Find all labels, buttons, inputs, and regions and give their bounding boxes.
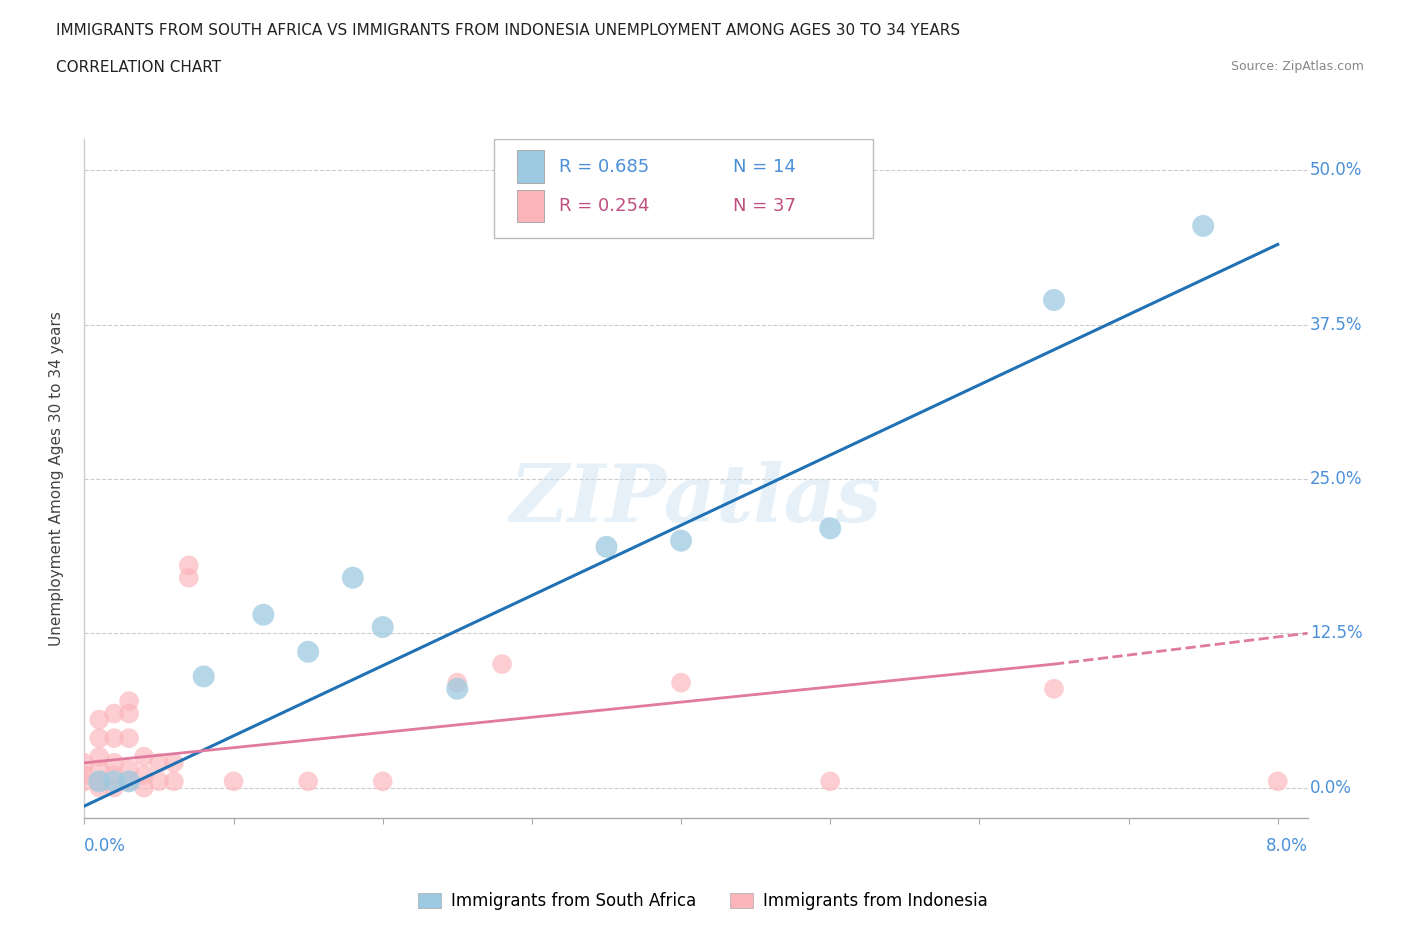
Point: [89, 774, 111, 789]
Point: [163, 774, 186, 789]
Point: [118, 694, 141, 709]
Point: [163, 755, 186, 770]
Point: [89, 712, 111, 727]
Text: 25.0%: 25.0%: [1310, 470, 1362, 488]
Point: [177, 558, 200, 573]
Legend: Immigrants from South Africa, Immigrants from Indonesia: Immigrants from South Africa, Immigrants…: [412, 885, 994, 917]
Text: R = 0.685: R = 0.685: [560, 158, 650, 176]
FancyBboxPatch shape: [517, 190, 544, 222]
Point: [371, 619, 394, 634]
Point: [491, 657, 513, 671]
FancyBboxPatch shape: [494, 140, 873, 238]
Point: [118, 774, 141, 789]
Point: [297, 774, 319, 789]
Text: 12.5%: 12.5%: [1310, 624, 1362, 643]
Point: [669, 675, 692, 690]
Text: ZIPatlas: ZIPatlas: [510, 460, 882, 538]
Point: [89, 780, 111, 795]
Point: [118, 774, 141, 789]
Point: [103, 768, 125, 783]
Point: [297, 644, 319, 659]
Point: [73, 774, 96, 789]
Text: 37.5%: 37.5%: [1310, 315, 1362, 334]
Point: [446, 675, 468, 690]
Point: [132, 750, 155, 764]
Point: [148, 774, 170, 789]
Point: [1267, 774, 1289, 789]
Point: [193, 669, 215, 684]
Point: [595, 539, 617, 554]
Point: [371, 774, 394, 789]
Point: [1043, 682, 1066, 697]
Text: 50.0%: 50.0%: [1310, 162, 1362, 179]
Point: [73, 755, 96, 770]
Point: [1192, 219, 1215, 233]
Point: [222, 774, 245, 789]
Point: [89, 731, 111, 746]
Point: [818, 774, 841, 789]
Text: R = 0.254: R = 0.254: [560, 197, 650, 215]
Text: N = 14: N = 14: [733, 158, 796, 176]
Point: [118, 731, 141, 746]
Point: [103, 731, 125, 746]
FancyBboxPatch shape: [517, 151, 544, 183]
Point: [669, 533, 692, 548]
Point: [132, 768, 155, 783]
Point: [818, 521, 841, 536]
Text: 0.0%: 0.0%: [1310, 778, 1353, 796]
Point: [1043, 293, 1066, 308]
Point: [103, 774, 125, 789]
Text: IMMIGRANTS FROM SOUTH AFRICA VS IMMIGRANTS FROM INDONESIA UNEMPLOYMENT AMONG AGE: IMMIGRANTS FROM SOUTH AFRICA VS IMMIGRAN…: [56, 23, 960, 38]
Text: CORRELATION CHART: CORRELATION CHART: [56, 60, 221, 75]
Text: N = 37: N = 37: [733, 197, 796, 215]
Point: [103, 780, 125, 795]
Point: [177, 570, 200, 585]
Point: [89, 774, 111, 789]
Y-axis label: Unemployment Among Ages 30 to 34 years: Unemployment Among Ages 30 to 34 years: [49, 312, 63, 646]
Point: [103, 755, 125, 770]
Point: [103, 706, 125, 721]
Point: [89, 750, 111, 764]
Text: 8.0%: 8.0%: [1265, 837, 1308, 855]
Point: [446, 682, 468, 697]
Point: [89, 762, 111, 777]
Point: [132, 780, 155, 795]
Point: [73, 768, 96, 783]
Text: 0.0%: 0.0%: [84, 837, 127, 855]
Point: [252, 607, 274, 622]
Point: [148, 755, 170, 770]
Point: [118, 706, 141, 721]
Point: [118, 762, 141, 777]
Text: Source: ZipAtlas.com: Source: ZipAtlas.com: [1230, 60, 1364, 73]
Point: [342, 570, 364, 585]
